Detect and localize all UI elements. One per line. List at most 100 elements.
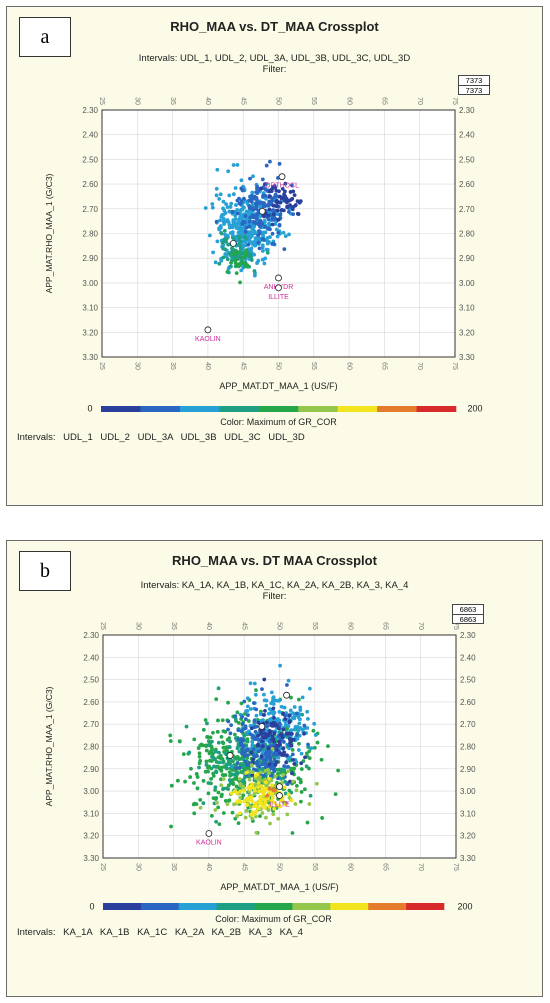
data-point: [227, 770, 232, 775]
x-tick-label-bottom: 75: [452, 863, 459, 871]
data-point: [305, 726, 310, 730]
intervals-legend: Intervals: UDL_1 UDL_2 UDL_3A UDL_3B UDL…: [17, 432, 305, 443]
plot-frame: [101, 109, 456, 358]
data-point: [247, 777, 252, 782]
data-point: [263, 203, 268, 208]
data-point: [264, 703, 269, 708]
data-point: [234, 784, 239, 789]
data-point: [270, 746, 275, 751]
data-point: [263, 752, 268, 756]
filter-label: Filter:: [262, 64, 287, 75]
data-point: [276, 217, 281, 222]
data-point: [214, 193, 219, 198]
y-tick-label-right: 2.50: [459, 155, 475, 164]
data-point: [223, 247, 227, 252]
colorbar-segment: [219, 406, 260, 412]
colorbar-segment: [216, 903, 255, 910]
y-tick-label-left: 2.60: [83, 698, 99, 707]
data-point: [260, 739, 264, 744]
data-point: [296, 748, 301, 752]
data-point: [287, 720, 292, 725]
data-point: [288, 755, 293, 759]
data-point: [192, 811, 197, 816]
data-point: [176, 778, 180, 783]
data-point: [254, 830, 259, 835]
data-point: [232, 732, 237, 737]
data-point: [288, 708, 293, 713]
data-point: [249, 234, 254, 238]
data-point: [278, 804, 282, 809]
data-point: [312, 721, 317, 726]
data-point: [262, 261, 267, 266]
data-point: [275, 212, 280, 216]
data-point: [279, 704, 284, 709]
data-point: [204, 762, 209, 767]
x-tick-label-bottom: 70: [416, 362, 423, 370]
data-point: [226, 719, 231, 724]
data-point: [259, 221, 264, 226]
crossplot-chart: 25 25 30 30 35 35 40 40 45 45 50 50 55 55 60 60 65 65 70 70…: [44, 622, 476, 924]
data-point: [232, 772, 237, 777]
x-tick-label-top: 65: [382, 622, 389, 630]
data-point: [281, 746, 286, 751]
data-point: [254, 707, 259, 712]
data-point: [243, 815, 248, 820]
data-point: [257, 231, 262, 236]
data-point: [244, 770, 249, 775]
data-point: [290, 752, 295, 757]
data-point: [279, 776, 284, 781]
data-point: [253, 801, 258, 806]
data-point: [290, 748, 295, 752]
data-point: [283, 234, 288, 239]
colorbar-min-label: 0: [89, 902, 94, 912]
data-point: [267, 804, 272, 809]
data-point: [233, 714, 238, 719]
data-point: [270, 216, 275, 221]
data-point: [291, 205, 295, 209]
data-point: [243, 214, 248, 218]
x-tick-label-bottom: 30: [134, 863, 141, 871]
colorbar-segment: [101, 406, 141, 412]
mineral-point: [275, 274, 282, 282]
data-point: [240, 747, 245, 752]
data-point: [282, 785, 287, 790]
data-point: [244, 250, 248, 255]
data-point: [309, 746, 314, 751]
colorbar-segment: [140, 406, 181, 412]
y-tick-label-right: 3.10: [460, 809, 476, 818]
data-point: [275, 204, 279, 208]
data-point: [250, 190, 255, 195]
data-point: [287, 746, 291, 751]
data-point: [268, 159, 272, 164]
data-point: [297, 200, 302, 205]
data-point: [252, 737, 257, 741]
data-point: [285, 205, 290, 210]
data-point: [235, 761, 240, 765]
x-tick-label-top: 25: [98, 97, 105, 105]
data-point: [313, 733, 318, 737]
y-tick-label-right: 3.00: [459, 279, 475, 288]
data-point: [203, 718, 208, 722]
y-tick-label-right: 2.50: [460, 676, 476, 685]
data-point: [227, 209, 232, 214]
data-point: [205, 735, 210, 739]
plot-frame: [102, 634, 457, 859]
data-point: [311, 728, 316, 733]
data-point: [225, 205, 230, 209]
data-point: [295, 732, 299, 737]
data-point: [271, 208, 276, 212]
data-point: [207, 751, 212, 756]
data-point: [266, 203, 271, 208]
data-point: [242, 799, 247, 804]
data-point: [283, 189, 287, 194]
data-point: [262, 182, 267, 187]
data-point: [296, 212, 301, 216]
data-point: [168, 733, 173, 738]
data-point: [256, 781, 261, 785]
data-point: [296, 776, 301, 781]
data-point: [206, 781, 211, 785]
data-point: [235, 710, 240, 715]
data-point: [261, 713, 266, 717]
data-point: [286, 792, 291, 797]
data-point: [254, 190, 258, 195]
